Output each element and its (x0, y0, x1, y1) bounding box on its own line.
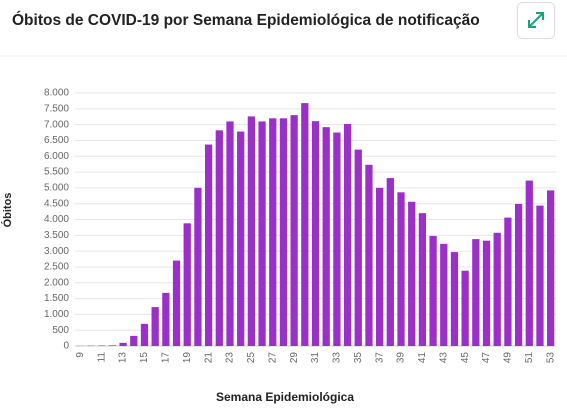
x-tick-label: 11 (96, 352, 107, 363)
bar (397, 192, 405, 346)
y-tick-label: 3.000 (44, 246, 69, 257)
bar (194, 187, 202, 346)
bar (472, 239, 480, 346)
bar (525, 180, 533, 346)
y-tick-label: 6.000 (44, 151, 69, 162)
bar (343, 123, 352, 347)
bar (119, 342, 127, 346)
bar (365, 164, 373, 346)
bar (183, 223, 191, 346)
bar (514, 204, 523, 346)
bar (375, 187, 384, 346)
x-tick-label: 15 (139, 352, 150, 364)
y-tick-label: 0 (63, 341, 69, 352)
x-tick-label: 21 (203, 352, 214, 364)
bar (547, 190, 555, 346)
bar (215, 130, 223, 346)
y-axis-title: Óbitos (1, 193, 14, 228)
x-tick-label: 39 (396, 352, 407, 364)
y-tick-label: 8.000 (44, 88, 69, 99)
x-tick-label: 31 (310, 352, 321, 364)
x-tick-label: 29 (289, 352, 300, 364)
bar (493, 232, 501, 346)
x-tick-label: 43 (438, 352, 449, 364)
chart-title: Óbitos de COVID-19 por Semana Epidemioló… (12, 11, 480, 29)
bar (408, 201, 416, 346)
bar (450, 252, 459, 346)
bar (108, 345, 117, 346)
x-tick-label: 49 (503, 352, 514, 364)
y-tick-label: 6.500 (44, 135, 69, 146)
expand-button[interactable] (517, 2, 555, 39)
x-tick-label: 25 (246, 352, 257, 364)
bar (322, 127, 330, 346)
bar (461, 270, 469, 346)
y-tick-label: 2.500 (44, 262, 69, 273)
x-tick-label: 45 (460, 352, 471, 364)
bar (172, 260, 181, 346)
bar (237, 131, 245, 346)
bar (504, 217, 512, 346)
y-tick-label: 5.000 (44, 183, 69, 194)
bar (279, 118, 288, 346)
bar (269, 118, 277, 346)
bar (130, 335, 138, 346)
x-tick-label: 47 (481, 352, 492, 364)
bar (311, 121, 320, 347)
bar (290, 115, 298, 346)
bar (151, 307, 159, 346)
bar (482, 240, 491, 346)
bar (258, 121, 266, 347)
y-tick-label: 4.000 (44, 214, 69, 225)
y-tick-label: 500 (52, 325, 69, 336)
x-tick-label: 17 (160, 352, 171, 364)
bar (386, 178, 394, 346)
x-tick-label: 9 (75, 352, 86, 358)
x-tick-label: 19 (182, 352, 193, 364)
y-tick-label: 4.500 (44, 198, 69, 209)
bar (536, 205, 544, 346)
x-tick-label: 51 (524, 352, 535, 364)
y-tick-label: 2.000 (44, 277, 69, 288)
x-axis-title: Semana Epidemiológica (216, 390, 354, 404)
bar (226, 121, 234, 347)
x-tick-label: 41 (417, 352, 428, 364)
x-tick-label: 37 (374, 352, 385, 364)
bar (429, 235, 437, 346)
bar (418, 213, 427, 346)
bar (440, 243, 448, 346)
y-tick-label: 1.500 (44, 293, 69, 304)
y-tick-label: 3.500 (44, 230, 69, 241)
x-tick-label: 23 (225, 352, 236, 364)
bar (301, 103, 309, 347)
bar (247, 116, 256, 346)
bar (140, 323, 149, 346)
x-tick-label: 13 (118, 352, 129, 364)
bar (204, 144, 213, 346)
bar (333, 132, 341, 346)
x-tick-label: 35 (353, 352, 364, 364)
bar (354, 149, 362, 346)
y-tick-label: 5.500 (44, 167, 69, 178)
bar (162, 292, 170, 346)
y-tick-label: 1.000 (44, 309, 69, 320)
x-tick-label: 27 (267, 352, 278, 364)
x-tick-label: 53 (545, 352, 556, 364)
y-tick-label: 7.000 (44, 119, 69, 130)
y-tick-label: 7.500 (44, 103, 69, 114)
x-tick-label: 33 (332, 352, 343, 364)
